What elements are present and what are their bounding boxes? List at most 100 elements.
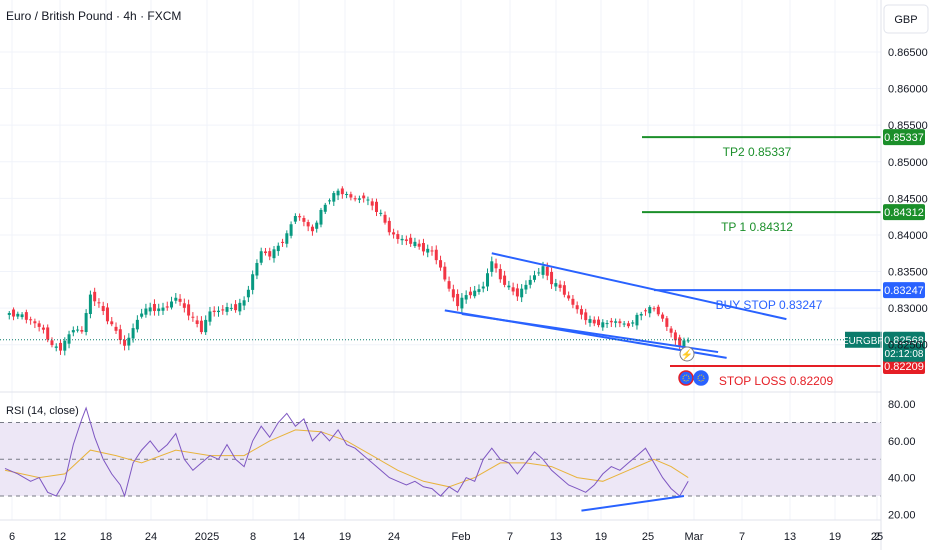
candle-body	[225, 307, 229, 312]
price-axis[interactable]: 0.86500 0.86000 0.85500 0.85000 0.84500 0.840…	[888, 47, 928, 352]
candle-body	[221, 309, 225, 311]
price-tick-8: 0.82500	[888, 340, 928, 352]
price-tick-1: 0.86000	[888, 84, 928, 96]
flag-eu-icon-2[interactable]	[693, 370, 709, 386]
candle-body	[682, 340, 686, 350]
rsi-ma-line	[4, 429, 689, 488]
level-axis-label-1: 0.84312	[884, 207, 924, 219]
candle-body	[644, 310, 647, 312]
candle-body	[652, 308, 656, 310]
candle-body	[648, 307, 652, 314]
candle-body	[592, 319, 596, 324]
candle-body	[656, 306, 660, 315]
candle-body	[456, 293, 460, 307]
trade-levels: TP2 0.85337 0.85337 TP 1 0.84312 0.84312 BUY…	[642, 129, 925, 388]
candle-body	[379, 212, 383, 214]
candle-body	[157, 308, 161, 312]
time-tick-11: 13	[550, 531, 562, 543]
time-axis[interactable]: 6 12 18 24 2025 8 14 19 24 Feb 7 13 19 25 Mar 7 13 19 252	[9, 531, 883, 543]
candle-body	[349, 194, 353, 198]
candle-body	[12, 309, 16, 317]
candle-body	[631, 322, 635, 324]
candle-body	[597, 319, 601, 326]
candle-body	[123, 339, 127, 346]
candle-body	[503, 275, 507, 285]
currency-box[interactable]	[883, 4, 929, 34]
price-tick-3: 0.85000	[888, 157, 928, 169]
time-tick-15: 7	[739, 531, 745, 543]
candle-body	[511, 287, 515, 292]
candle-body	[353, 198, 357, 200]
event-markers[interactable]: ⚡	[678, 346, 709, 386]
time-tick-14: Mar	[685, 531, 704, 543]
candle-body	[409, 237, 413, 244]
candle-body	[575, 305, 579, 310]
candle-body	[80, 329, 84, 332]
lightning-icon[interactable]	[679, 346, 695, 362]
candle-body	[238, 302, 242, 312]
candle-body	[567, 295, 571, 299]
price-tick-2: 0.85500	[888, 120, 928, 132]
time-tick-2: 18	[100, 531, 112, 543]
candle-body	[669, 328, 673, 333]
candle-body	[340, 188, 344, 195]
candle-body	[464, 295, 468, 300]
time-tick-9: Feb	[452, 531, 471, 543]
candle-body	[392, 232, 396, 235]
candle-body	[626, 323, 630, 327]
candle-body	[541, 266, 545, 275]
candle-body	[639, 313, 643, 316]
time-tick-3: 24	[145, 531, 157, 543]
candle-body	[289, 224, 293, 236]
candle-body	[37, 323, 41, 327]
candle-body	[601, 322, 605, 328]
candle-body	[76, 329, 80, 331]
candle-body	[328, 200, 332, 202]
candle-body	[110, 321, 114, 325]
candle-body	[263, 251, 267, 254]
candle-body	[468, 291, 472, 296]
level-axis-label-2: 0.83247	[884, 285, 924, 297]
candle-body	[67, 334, 71, 344]
level-label-0: TP2 0.85337	[723, 145, 792, 159]
candle-body	[357, 198, 361, 200]
candle-body	[24, 312, 28, 320]
candle-body	[443, 266, 447, 280]
candle-body	[332, 193, 336, 202]
candle-body	[362, 195, 366, 199]
candle-body	[255, 262, 259, 276]
candle-body	[174, 297, 178, 301]
candle-body	[323, 204, 327, 212]
candle-body	[127, 337, 131, 346]
time-tick-0: 6	[9, 531, 15, 543]
candle-body	[204, 319, 208, 333]
level-label-1: TP 1 0.84312	[721, 220, 793, 234]
level-axis-tag-1	[883, 204, 925, 221]
candle-body	[191, 316, 195, 318]
candle-body	[306, 222, 310, 227]
candle-body	[242, 300, 246, 306]
candle-body	[447, 281, 451, 289]
candle-body	[29, 319, 33, 321]
candle-body	[152, 303, 156, 311]
candle-body	[199, 320, 203, 333]
candle-body	[161, 307, 165, 311]
candle-body	[208, 311, 212, 322]
candle-body	[16, 313, 20, 317]
candle-body	[246, 289, 250, 298]
rsi-axis[interactable]: 80.00 60.00 40.00 20.00	[888, 399, 916, 521]
level-axis-tag-2	[883, 282, 925, 299]
candle-body	[396, 234, 400, 240]
candle-body	[131, 328, 135, 339]
time-tick-19: 2	[874, 531, 880, 543]
candle-body	[477, 289, 481, 292]
symbol-tag-label: EURGBP	[842, 336, 885, 347]
level-axis-label-0: 0.85337	[884, 132, 924, 144]
candle-body	[571, 298, 575, 305]
candle-body	[71, 330, 75, 333]
flag-eu-icon[interactable]	[678, 370, 694, 386]
price-tick-0: 0.86500	[888, 47, 928, 59]
candle-body	[195, 320, 199, 324]
candle-body	[182, 303, 186, 308]
